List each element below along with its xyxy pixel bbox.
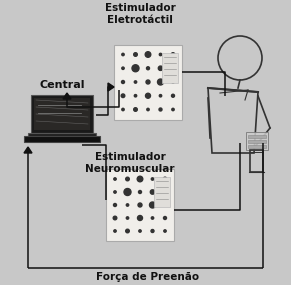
Circle shape: [113, 203, 116, 207]
Circle shape: [150, 202, 155, 208]
Circle shape: [132, 65, 139, 72]
Circle shape: [134, 81, 137, 83]
Polygon shape: [108, 83, 114, 91]
Circle shape: [163, 177, 167, 181]
Circle shape: [171, 53, 175, 56]
Bar: [34, 98, 90, 130]
Circle shape: [151, 229, 154, 233]
Circle shape: [126, 177, 129, 181]
Circle shape: [146, 80, 150, 84]
Circle shape: [164, 191, 166, 193]
Circle shape: [134, 53, 137, 56]
Circle shape: [171, 94, 175, 97]
Circle shape: [164, 217, 166, 219]
Circle shape: [172, 81, 174, 83]
Circle shape: [138, 215, 143, 221]
Circle shape: [159, 108, 162, 111]
Circle shape: [126, 204, 129, 206]
Circle shape: [164, 204, 166, 206]
Circle shape: [139, 190, 141, 194]
Circle shape: [138, 203, 142, 207]
Circle shape: [114, 230, 116, 232]
Text: Estimulador
Neuromuscular: Estimulador Neuromuscular: [85, 152, 175, 174]
Circle shape: [124, 188, 131, 196]
Circle shape: [122, 67, 124, 70]
Text: Força de Preenão: Força de Preenão: [96, 272, 200, 282]
Bar: [248, 135, 266, 138]
Bar: [246, 132, 268, 150]
Circle shape: [147, 108, 149, 111]
Circle shape: [134, 108, 137, 111]
Circle shape: [150, 190, 155, 194]
Circle shape: [159, 53, 162, 56]
Circle shape: [122, 53, 124, 56]
Circle shape: [122, 108, 124, 111]
Bar: [162, 52, 178, 82]
Circle shape: [158, 66, 163, 70]
Bar: [106, 169, 174, 241]
Circle shape: [146, 93, 150, 98]
Circle shape: [126, 217, 129, 219]
Circle shape: [151, 178, 154, 180]
Circle shape: [114, 178, 116, 180]
Bar: [248, 140, 266, 143]
Circle shape: [157, 79, 164, 85]
Circle shape: [137, 176, 143, 182]
Circle shape: [172, 108, 174, 111]
Bar: [114, 44, 182, 119]
Circle shape: [172, 67, 174, 70]
Circle shape: [122, 80, 125, 84]
Circle shape: [146, 67, 150, 70]
Polygon shape: [24, 147, 32, 153]
Bar: [24, 136, 100, 142]
Bar: [248, 145, 266, 148]
Circle shape: [145, 52, 151, 57]
Bar: [31, 95, 93, 133]
Circle shape: [139, 230, 141, 232]
Circle shape: [164, 230, 166, 232]
Polygon shape: [63, 93, 71, 99]
Circle shape: [121, 94, 125, 97]
Circle shape: [151, 217, 154, 219]
Circle shape: [113, 216, 117, 220]
Bar: [154, 177, 170, 207]
Circle shape: [159, 95, 162, 97]
Bar: [28, 133, 96, 141]
Bar: [250, 150, 263, 172]
Circle shape: [134, 95, 137, 97]
Circle shape: [126, 229, 129, 233]
Circle shape: [114, 191, 116, 193]
Text: Central: Central: [39, 80, 85, 90]
Text: Estimulador
Eletrotáctil: Estimulador Eletrotáctil: [105, 3, 175, 25]
